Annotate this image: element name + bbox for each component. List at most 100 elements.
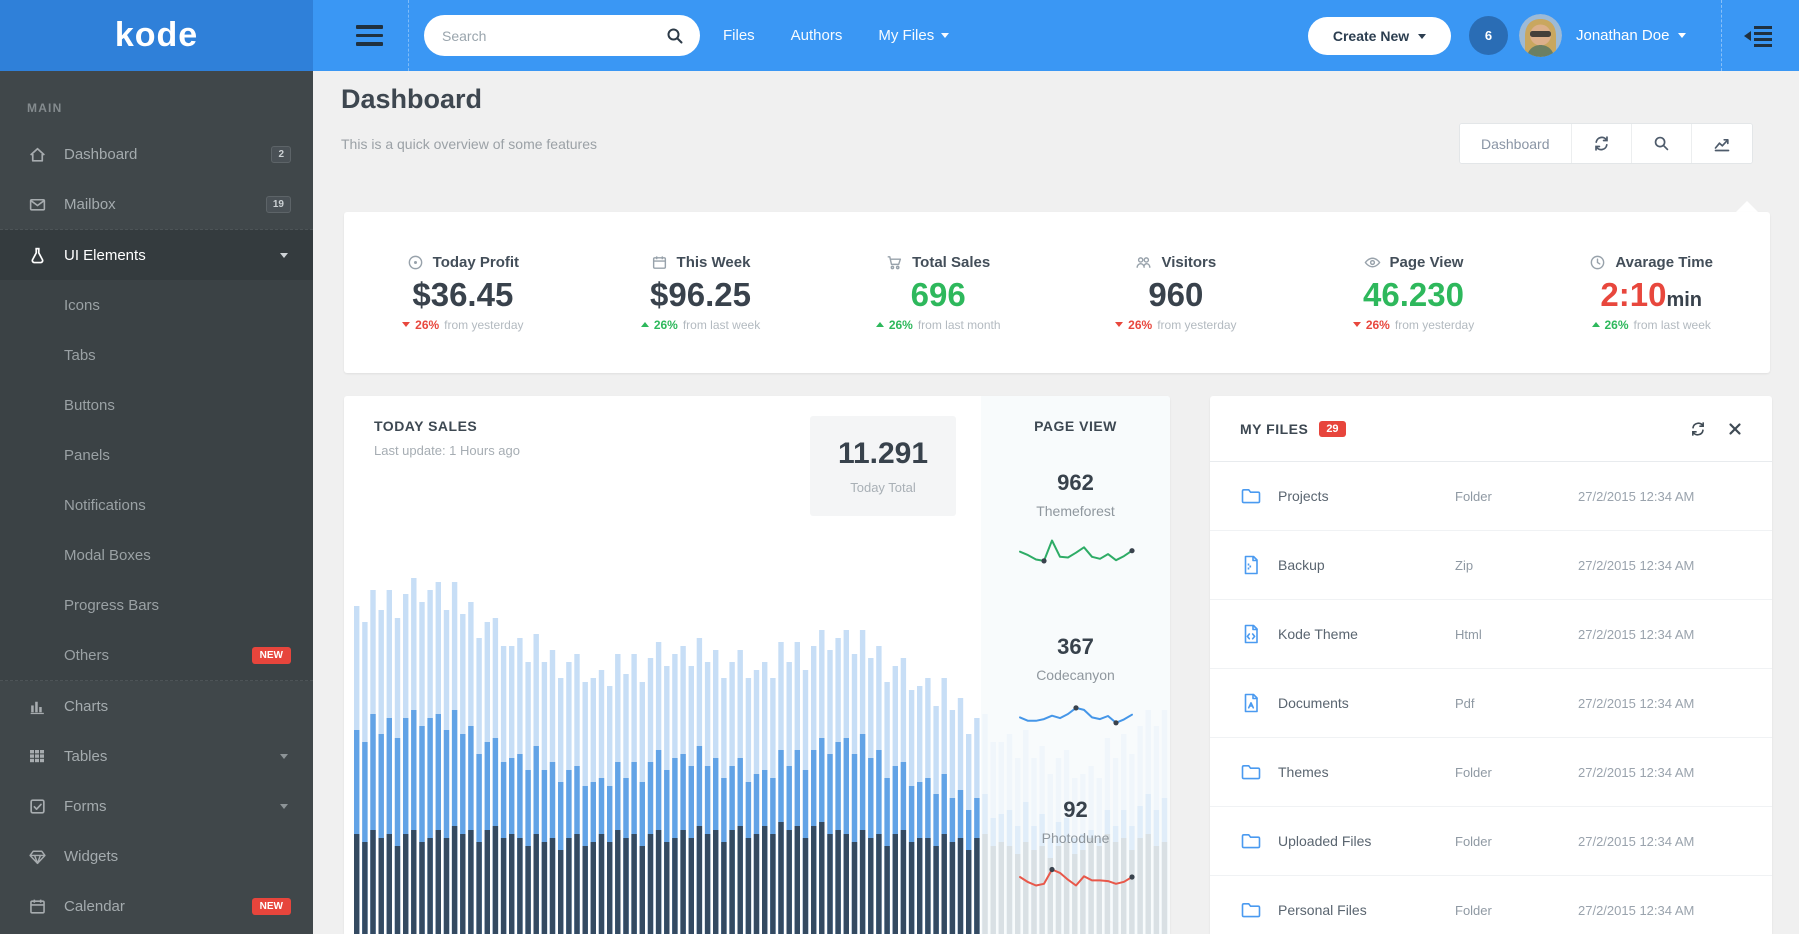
diamond-icon (27, 846, 47, 866)
target-icon (408, 255, 422, 269)
file-row-backup[interactable]: Backup Zip 27/2/2015 12:34 AM (1210, 531, 1772, 600)
search-icon[interactable] (666, 27, 684, 45)
sidebar-section-label: MAIN (27, 101, 63, 115)
users-icon (1136, 256, 1152, 268)
create-new-button[interactable]: Create New (1308, 17, 1451, 55)
stat-today-profit: Today Profit $36.45 26% from yesterday (344, 212, 582, 373)
file-pdf-icon (1240, 692, 1264, 714)
top-bar: kode Files Authors My Files Create New 6 (0, 0, 1799, 71)
sidebar-item-dashboard[interactable]: Dashboard 2 (0, 129, 313, 179)
page-view-title: PAGE VIEW (1034, 418, 1117, 434)
file-row-documents[interactable]: Documents Pdf 27/2/2015 12:34 AM (1210, 669, 1772, 738)
avatar[interactable] (1519, 14, 1562, 57)
count-badge: 19 (265, 195, 291, 213)
line-chart-icon (1714, 138, 1729, 151)
delta-arrow-icon (640, 322, 649, 327)
new-badge: NEW (251, 897, 291, 915)
my-files-title: MY FILES (1240, 420, 1309, 437)
app-logo[interactable]: kode (0, 0, 313, 71)
right-sidebar-toggle-icon[interactable] (1744, 23, 1774, 49)
stat-page-view: Page View 46.230 26% from yesterday (1295, 212, 1533, 373)
clock-icon (1591, 255, 1605, 269)
sidebar-item-calendar[interactable]: Calendar NEW (0, 881, 313, 931)
folder-icon (1240, 830, 1264, 852)
hamburger-icon (355, 25, 383, 29)
folder-icon (1240, 761, 1264, 783)
chevron-down-icon (280, 803, 288, 809)
delta-arrow-icon (1115, 322, 1124, 327)
notification-count-badge[interactable]: 6 (1469, 16, 1508, 55)
sidebar-item-others[interactable]: Others NEW (0, 630, 313, 680)
page-subtitle: This is a quick overview of some feature… (341, 136, 597, 152)
today-total-label: Today Total (850, 480, 916, 495)
folder-icon (1240, 485, 1264, 507)
chevron-down-icon (941, 33, 950, 38)
sidebar-item-charts[interactable]: Charts (0, 681, 313, 731)
cart-icon (887, 255, 902, 269)
user-menu[interactable]: Jonathan Doe (1576, 0, 1687, 71)
chevron-down-icon (280, 252, 288, 258)
sidebar-item-modal-boxes[interactable]: Modal Boxes (64, 546, 151, 564)
refresh-button[interactable] (1571, 124, 1632, 163)
today-total-value: 11.291 (837, 437, 929, 470)
file-code-icon (1240, 623, 1264, 645)
calendar-icon (652, 255, 666, 269)
bar-chart-icon (27, 696, 47, 716)
photodune-sparkline (981, 853, 1170, 899)
today-total-box: 11.291 Today Total (810, 416, 956, 516)
envelope-icon (27, 194, 47, 214)
header-divider (1721, 0, 1722, 71)
refresh-icon (1594, 136, 1608, 151)
stat-total-sales: Total Sales 696 26% from last month (819, 212, 1057, 373)
sidebar-item-forms[interactable]: Forms (0, 781, 313, 831)
sidebar-item-notifications[interactable]: Notifications (64, 496, 146, 514)
nav-my-files[interactable]: My Files (878, 27, 950, 44)
grid-icon (27, 746, 47, 766)
flask-icon (27, 245, 47, 265)
sidebar-item-progress-bars[interactable]: Progress Bars (64, 596, 160, 614)
delta-arrow-icon (402, 322, 411, 327)
sidebar-item-tables[interactable]: Tables (0, 731, 313, 781)
close-icon[interactable] (1728, 422, 1742, 436)
file-row-kode-theme[interactable]: Kode Theme Html 27/2/2015 12:34 AM (1210, 600, 1772, 669)
file-row-projects[interactable]: Projects Folder 27/2/2015 12:34 AM (1210, 462, 1772, 531)
chart-panel-button[interactable] (1691, 124, 1752, 163)
breadcrumb-dashboard-button[interactable]: Dashboard (1460, 124, 1572, 163)
my-files-card: MY FILES 29 Projects Folder 27/2/2015 12… (1210, 396, 1772, 934)
sidebar-item-tabs[interactable]: Tabs (64, 346, 96, 364)
page-view-source-themeforest: 962 Themeforest (981, 470, 1170, 572)
sidebar-toggle-button[interactable] (330, 0, 409, 71)
sidebar-item-icons[interactable]: Icons (64, 296, 100, 314)
nav-authors[interactable]: Authors (790, 27, 843, 44)
check-square-icon (27, 796, 47, 816)
stat-this-week: This Week $96.25 26% from last week (582, 212, 820, 373)
stat-visitors: Visitors 960 26% from yesterday (1057, 212, 1295, 373)
file-row-themes[interactable]: Themes Folder 27/2/2015 12:34 AM (1210, 738, 1772, 807)
sidebar-item-panels[interactable]: Panels (64, 446, 110, 464)
nav-files[interactable]: Files (723, 27, 755, 44)
search-box (424, 15, 700, 56)
search-input[interactable] (440, 26, 666, 45)
sidebar-item-widgets[interactable]: Widgets (0, 831, 313, 881)
sidebar-ui-elements-group: UI Elements Icons Tabs Buttons Panels No… (0, 229, 313, 681)
page-title: Dashboard (341, 84, 483, 114)
today-sales-title: TODAY SALES (374, 418, 478, 434)
chevron-down-icon (1418, 33, 1427, 39)
file-zip-icon (1240, 554, 1264, 576)
today-sales-card: TODAY SALES Last update: 1 Hours ago 11.… (344, 396, 1170, 934)
stats-card-notch (1736, 201, 1758, 212)
codecanyon-sparkline (981, 690, 1170, 736)
sidebar: MAIN Dashboard 2 Mailbox 19 UI Elements … (0, 71, 313, 934)
file-row-uploaded-files[interactable]: Uploaded Files Folder 27/2/2015 12:34 AM (1210, 807, 1772, 876)
search-panel-button[interactable] (1631, 124, 1692, 163)
delta-arrow-icon (1591, 322, 1600, 327)
search-icon (1654, 136, 1668, 151)
sidebar-item-ui-elements[interactable]: UI Elements (0, 230, 313, 280)
page-toolbar: Dashboard (1459, 123, 1753, 164)
stat-average-time: Avarage Time 2:10min 26% from last week (1532, 212, 1770, 373)
refresh-icon[interactable] (1690, 421, 1706, 437)
sidebar-item-mailbox[interactable]: Mailbox 19 (0, 179, 313, 229)
file-row-personal-files[interactable]: Personal Files Folder 27/2/2015 12:34 AM (1210, 876, 1772, 934)
sidebar-item-buttons[interactable]: Buttons (64, 396, 115, 414)
